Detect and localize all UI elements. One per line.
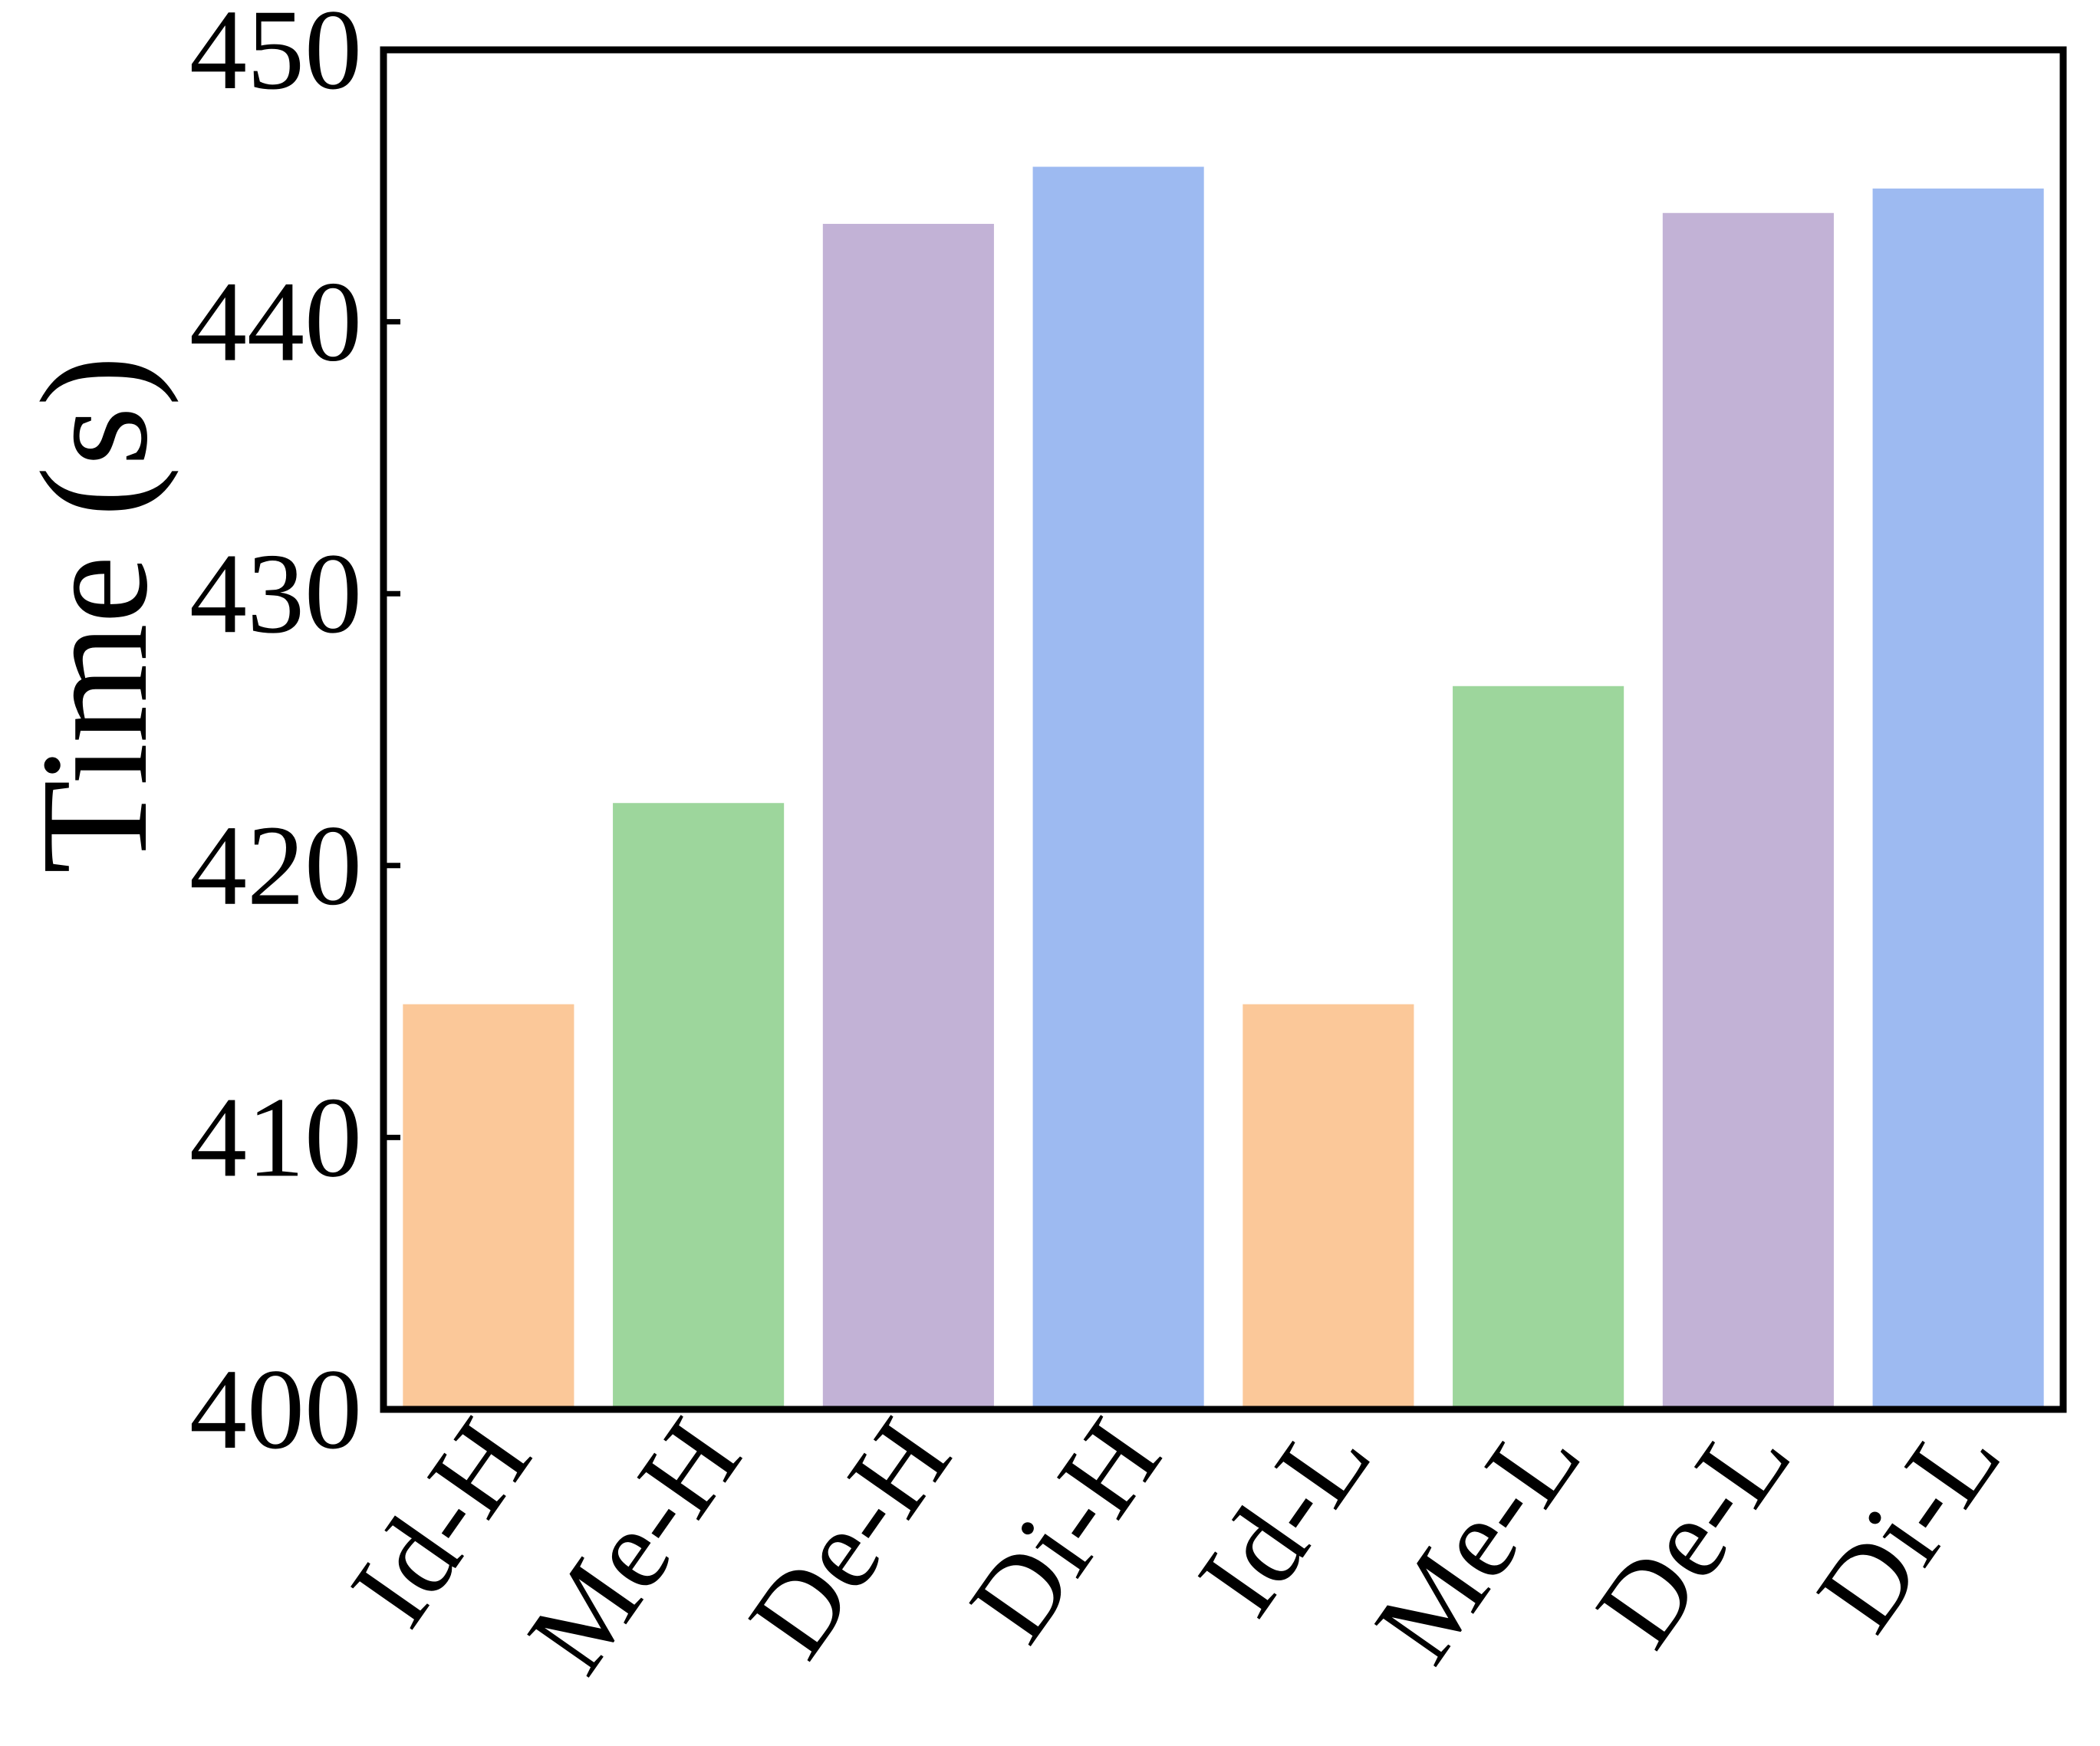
x-tick-label: Di-L (1792, 1397, 2025, 1653)
bar-di-h (1032, 166, 1204, 1409)
bar-me-h (613, 803, 785, 1409)
bar-de-h (822, 223, 994, 1410)
bar-id-l (1243, 1004, 1414, 1409)
plot-frame (380, 46, 2067, 1413)
bar-id-h (403, 1004, 574, 1409)
y-tick-label: 430 (189, 530, 362, 657)
y-tick-label: 400 (189, 1346, 362, 1473)
bar-de-l (1662, 212, 1834, 1409)
x-tick-label: Me-L (1351, 1397, 1605, 1685)
bar-di-l (1872, 188, 2044, 1410)
bar-me-l (1453, 686, 1624, 1409)
y-tick-label: 410 (189, 1074, 362, 1201)
bars-group (403, 166, 2044, 1410)
y-axis-title: Time (s) (10, 355, 179, 873)
x-tick-label: De-H (724, 1397, 975, 1679)
y-axis: 400 410 420 430 440 450 (189, 0, 400, 1473)
y-tick-label: 420 (189, 802, 362, 929)
x-tick-label: Di-H (945, 1397, 1185, 1664)
x-tick-label: Me-H (503, 1397, 765, 1695)
x-axis: Id-HMe-HDe-HDi-HId-LMe-LDe-LDi-L (326, 1397, 2025, 1695)
x-tick-label: De-L (1572, 1397, 1815, 1669)
y-tick-label: 450 (189, 0, 362, 113)
y-tick-label: 440 (189, 258, 362, 386)
